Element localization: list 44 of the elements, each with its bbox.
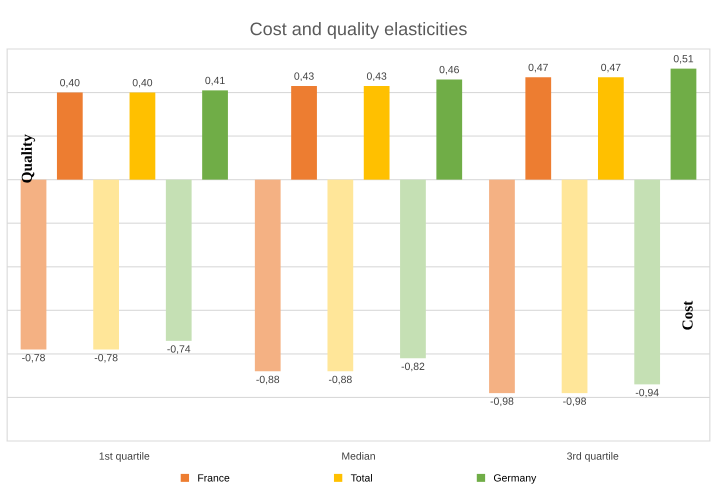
data-label: 0,40 xyxy=(132,78,152,88)
data-label: -0,88 xyxy=(256,376,280,384)
data-label: -0,82 xyxy=(402,362,424,372)
annotation: Quality xyxy=(21,134,36,183)
bar xyxy=(525,77,552,180)
bar xyxy=(202,90,228,180)
bar xyxy=(166,180,192,341)
bar xyxy=(130,92,156,180)
bar xyxy=(254,180,281,372)
data-label: 0,47 xyxy=(601,64,620,72)
x-tick-label: Median xyxy=(342,452,375,460)
data-label: 0,43 xyxy=(294,72,314,82)
bar xyxy=(489,180,515,394)
annotation: Cost xyxy=(682,300,693,330)
x-tick-label: 3rd quartile xyxy=(567,452,618,462)
data-label: 0,47 xyxy=(528,64,548,72)
bar xyxy=(93,180,120,350)
data-label: -0,74 xyxy=(167,345,190,354)
x-tick-label: 1st quartile xyxy=(100,452,150,462)
data-label: 0,46 xyxy=(440,66,459,74)
bar xyxy=(670,68,696,180)
bar xyxy=(364,86,390,180)
bar xyxy=(400,180,426,358)
bar xyxy=(562,180,588,394)
bar xyxy=(436,79,462,180)
data-label: -0,98 xyxy=(490,398,514,406)
data-label: -0,88 xyxy=(328,376,352,384)
legend-label: Germany xyxy=(494,474,536,484)
data-label: -0,78 xyxy=(94,354,118,363)
data-label: -0,78 xyxy=(22,354,45,363)
data-label: 0,40 xyxy=(60,78,80,88)
data-label: -0,94 xyxy=(636,388,659,398)
bar xyxy=(598,77,624,180)
data-label: 0,41 xyxy=(205,76,225,86)
bar xyxy=(634,180,660,384)
legend-label: Total xyxy=(350,474,372,482)
legend-label: France xyxy=(198,474,230,482)
data-label: 0,43 xyxy=(366,72,386,82)
bar xyxy=(327,180,354,372)
data-label: 0,51 xyxy=(674,55,694,64)
bar xyxy=(56,92,83,180)
chart-title: Cost and quality elasticities xyxy=(250,22,467,39)
data-label: -0,98 xyxy=(563,398,586,406)
bar xyxy=(291,86,317,180)
